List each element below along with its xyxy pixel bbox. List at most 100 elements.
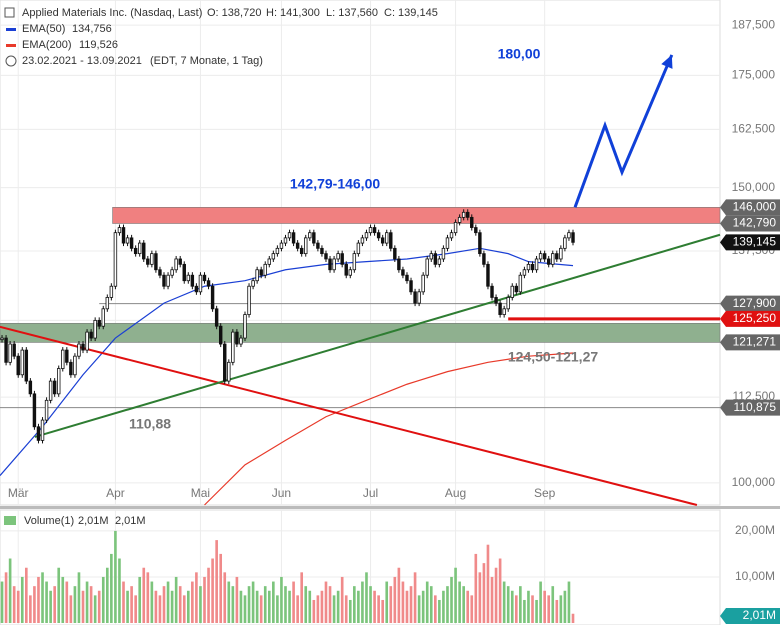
candle <box>194 285 199 293</box>
candle <box>105 297 110 310</box>
candle <box>413 291 417 304</box>
candle <box>247 285 251 315</box>
volume-bar <box>243 595 247 623</box>
candle <box>551 253 555 265</box>
candle <box>24 349 29 382</box>
volume-bar <box>93 595 97 623</box>
volume-bar <box>8 558 12 623</box>
candle <box>40 419 45 441</box>
candle <box>89 331 93 339</box>
volume-bar <box>506 586 510 623</box>
volume-bar <box>89 586 93 623</box>
volume-bar <box>397 567 401 623</box>
volume-bar <box>191 581 194 623</box>
volume-bar <box>563 590 567 623</box>
candle <box>466 211 470 218</box>
volume-bar <box>344 595 348 623</box>
candle <box>142 242 146 260</box>
candle <box>320 247 324 255</box>
volume-bar <box>142 567 146 623</box>
plot <box>0 54 721 623</box>
volume-bar <box>276 595 279 623</box>
candle <box>129 237 134 249</box>
volume-bar <box>61 576 65 623</box>
volume-bar <box>514 595 518 623</box>
candle <box>372 227 377 234</box>
y-tick-label: 187,500 <box>732 17 776 31</box>
volume-bar <box>434 595 437 623</box>
candle <box>340 253 344 265</box>
volume-bar <box>16 590 20 623</box>
candle <box>133 247 138 255</box>
candle <box>526 263 531 271</box>
volume-bar <box>162 586 166 623</box>
candle <box>385 232 389 244</box>
volume-bar <box>328 586 332 623</box>
volume-bar <box>0 581 4 623</box>
volume-bar <box>138 576 142 623</box>
ema-line <box>204 352 574 506</box>
candle <box>174 258 178 271</box>
candle <box>77 343 81 357</box>
volume-bar <box>288 590 291 623</box>
candle <box>482 253 486 265</box>
candle <box>101 308 105 327</box>
candle <box>344 263 348 276</box>
candle <box>530 263 535 271</box>
volume-bar <box>405 590 409 623</box>
volume-bar <box>308 590 312 623</box>
candle <box>218 325 223 345</box>
volume-bar <box>324 581 328 623</box>
volume-bar <box>527 590 530 623</box>
candle <box>299 247 304 255</box>
candle <box>397 258 401 271</box>
volume-bar <box>559 595 563 623</box>
candle <box>202 274 207 282</box>
volume-icon <box>4 516 16 525</box>
volume-bar <box>401 581 405 623</box>
candle <box>137 242 142 255</box>
volume-bar <box>45 581 48 623</box>
price-badge <box>720 608 780 624</box>
candle <box>182 263 186 282</box>
badge-label: 2,01M <box>743 608 776 622</box>
candle <box>28 380 33 395</box>
badge-label: 146,000 <box>733 199 777 213</box>
candle <box>498 302 502 315</box>
volume-bar <box>114 530 117 623</box>
candle <box>61 349 65 369</box>
volume-bar <box>361 581 364 623</box>
candle <box>12 343 16 357</box>
volume-bar <box>284 586 287 623</box>
candle <box>421 274 425 293</box>
y-tick-label: 150,000 <box>732 180 776 194</box>
candle <box>376 232 381 239</box>
volume-bar <box>215 540 218 623</box>
volume-bar <box>186 590 190 623</box>
candle <box>223 343 227 382</box>
price-badge <box>720 310 780 327</box>
volume-bar <box>97 590 101 623</box>
candle <box>304 237 308 255</box>
volume-bar <box>105 567 109 623</box>
volume-bar <box>170 590 174 623</box>
volume-bar <box>316 595 320 623</box>
trendline <box>0 325 698 506</box>
candle <box>336 253 340 260</box>
volume-bar <box>130 586 133 623</box>
volume-bar <box>235 576 239 623</box>
price-badge <box>720 215 780 232</box>
candle <box>542 253 547 260</box>
volume-bar <box>466 590 470 623</box>
y-tick-label: 162,500 <box>732 122 776 136</box>
volume-bar <box>340 576 344 623</box>
candle <box>113 232 118 287</box>
candle <box>522 269 527 276</box>
candle <box>214 308 219 327</box>
candle <box>563 237 567 249</box>
volume-bar <box>373 590 376 623</box>
candle <box>263 263 267 276</box>
volume-bar <box>389 586 393 623</box>
candle <box>178 258 182 265</box>
candle <box>158 269 162 276</box>
